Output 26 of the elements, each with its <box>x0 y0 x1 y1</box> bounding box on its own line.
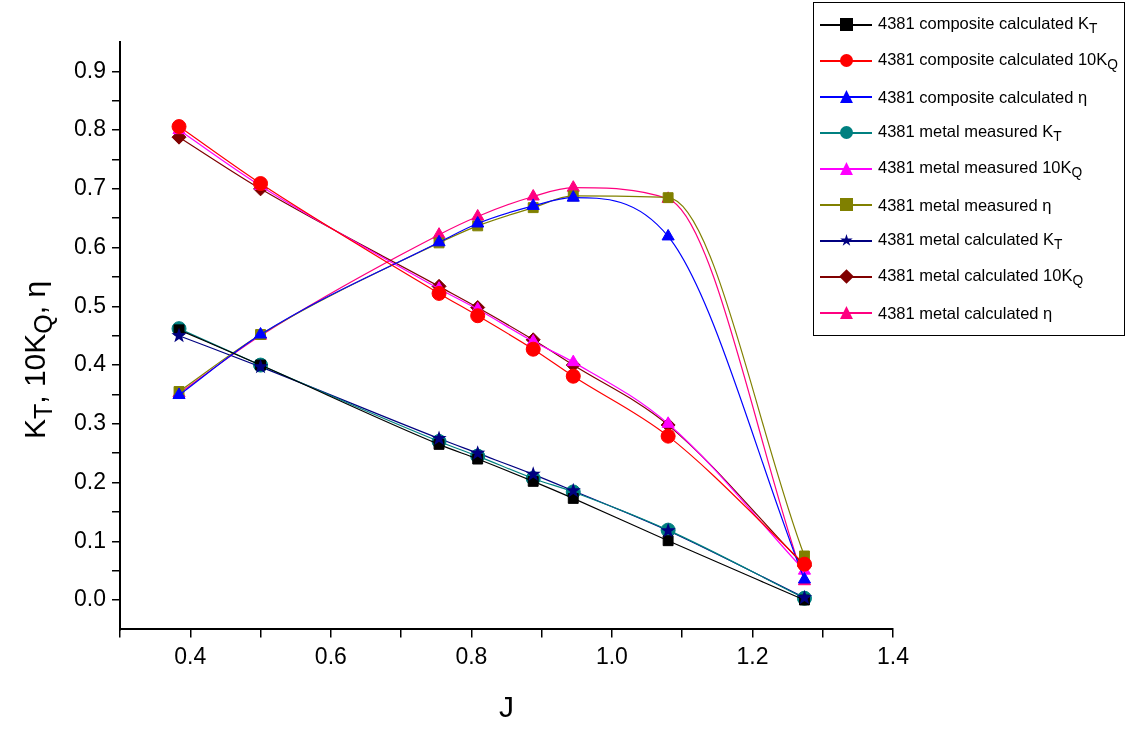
legend-label: 4381 metal measured 10K$_{Q}$ <box>877 157 1083 181</box>
x-tick-label: 1.0 <box>595 642 628 669</box>
y-tick-label: 0.0 <box>74 585 106 612</box>
legend-label: 4381 composite calculated 10K$_{Q}$ <box>877 49 1118 73</box>
x-tick-label: 0.8 <box>455 642 488 669</box>
y-tick-label: 0.2 <box>74 467 106 494</box>
y-tick-label: 0.6 <box>74 232 106 259</box>
y-tick-label: 0.9 <box>74 56 106 83</box>
x-axis-title: J <box>499 690 514 724</box>
legend-label: 4381 composite calculated K$_{T}$ <box>877 13 1098 37</box>
x-tick-label: 1.2 <box>736 642 769 669</box>
legend-label: 4381 metal calculated 10K$_{Q}$ <box>877 265 1084 289</box>
x-tick-label: 1.4 <box>877 642 910 669</box>
x-tick-label: 0.6 <box>314 642 347 669</box>
legend-label: 4381 metal calculated η <box>877 303 1053 323</box>
legend-label: 4381 composite calculated η <box>877 87 1088 107</box>
legend-label: 4381 metal calculated K$_{T}$ <box>877 229 1063 253</box>
legend-label: 4381 metal measured η <box>877 195 1052 215</box>
y-tick-label: 0.8 <box>74 115 106 142</box>
y-tick-label: 0.5 <box>74 291 106 318</box>
legend-label: 4381 metal measured K$_{T}$ <box>877 121 1062 145</box>
y-tick-label: 0.1 <box>74 526 106 553</box>
x-tick-label: 0.4 <box>174 642 207 669</box>
y-tick-label: 0.7 <box>74 174 106 201</box>
y-tick-label: 0.3 <box>74 409 106 436</box>
y-tick-label: 0.4 <box>74 350 107 377</box>
